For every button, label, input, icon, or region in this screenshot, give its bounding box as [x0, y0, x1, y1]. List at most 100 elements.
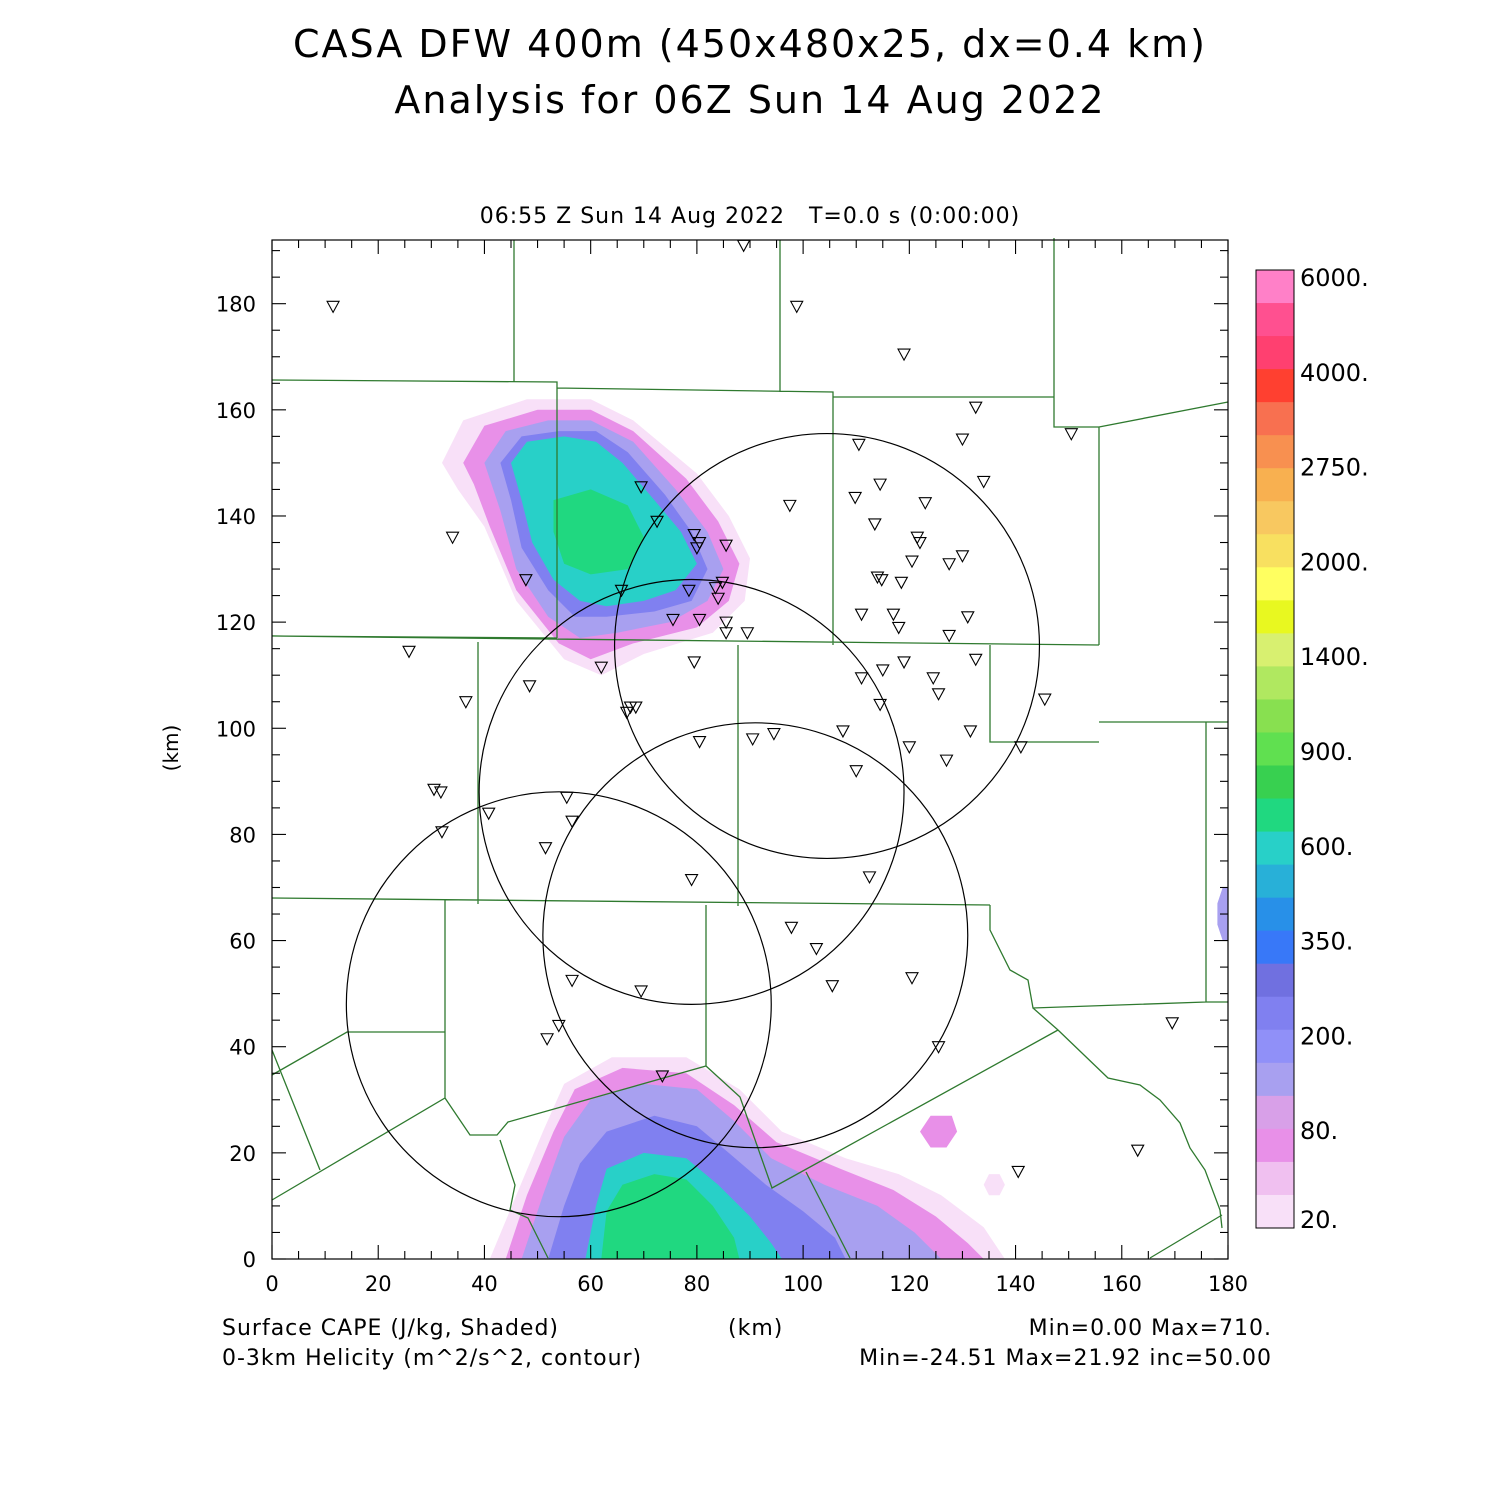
colorbar-swatch	[1256, 633, 1294, 667]
x-tick-label: 180	[1208, 1272, 1248, 1296]
station-marker-3	[897, 348, 911, 362]
colorbar-swatch	[1256, 336, 1294, 370]
station-marker-50	[854, 672, 869, 686]
y-tick-label: 40	[229, 1036, 256, 1060]
colorbar-swatch	[1256, 666, 1294, 700]
station-marker-29	[518, 574, 533, 587]
county-boundaries	[271, 238, 1229, 1259]
station-marker-4	[968, 401, 983, 415]
station-marker-2	[789, 300, 804, 314]
colorbar-swatch	[1256, 567, 1294, 601]
station-marker-91	[1011, 1165, 1026, 1179]
station-marker-85	[551, 1019, 566, 1033]
radar-ring-0	[613, 432, 1041, 860]
radar-range-rings	[345, 432, 1041, 1218]
station-marker-17	[913, 536, 927, 550]
colorbar-label: 200.	[1300, 1022, 1353, 1050]
colorbar-swatch	[1256, 435, 1294, 469]
station-marker-81	[565, 974, 580, 988]
valid-time-label: 06:55 Z Sun 14 Aug 2022 T=0.0 s (0:00:00…	[479, 204, 1021, 229]
cape-contour-5	[553, 489, 644, 575]
station-marker-87	[1165, 1017, 1180, 1030]
colorbar-swatch	[1256, 930, 1294, 965]
cape-shading	[442, 399, 1228, 1259]
station-marker-0	[326, 300, 341, 314]
station-marker-78	[862, 871, 877, 885]
cape-contour-12	[920, 1115, 958, 1148]
colorbar-label: 1400.	[1300, 643, 1369, 671]
field1-stats: Min=0.00 Max=710.	[1028, 1316, 1272, 1341]
station-marker-58	[619, 706, 634, 720]
station-marker-11	[782, 499, 797, 513]
station-marker-13	[918, 497, 933, 510]
colorbar-swatch	[1256, 732, 1294, 767]
station-marker-26	[870, 571, 885, 585]
station-marker-21	[719, 539, 734, 553]
station-markers	[326, 239, 1180, 1179]
station-marker-90	[1130, 1144, 1145, 1158]
colorbar-swatch	[1256, 402, 1294, 436]
station-marker-28	[894, 576, 909, 590]
station-marker-79	[784, 921, 799, 935]
colorbar-label: 80.	[1300, 1117, 1338, 1145]
x-tick-label: 100	[783, 1272, 823, 1296]
radar-ring-2	[542, 722, 969, 1149]
station-marker-24	[942, 558, 957, 571]
station-marker-10	[873, 478, 888, 492]
x-tick-label: 80	[684, 1272, 711, 1296]
station-marker-43	[740, 627, 755, 640]
station-marker-67	[1013, 741, 1028, 754]
y-tick-label: 80	[229, 823, 256, 847]
x-axis-label: (km)	[728, 1316, 784, 1341]
station-marker-55	[458, 696, 473, 709]
station-marker-77	[684, 873, 699, 887]
station-marker-84	[634, 985, 649, 999]
station-marker-53	[522, 680, 537, 693]
station-marker-12	[848, 491, 863, 505]
colorbar-swatch	[1256, 897, 1294, 932]
station-marker-34	[711, 592, 726, 606]
colorbar-swatch	[1256, 798, 1294, 833]
station-marker-23	[955, 550, 970, 563]
cape-contour-13	[983, 1174, 1005, 1196]
field2-stats: Min=-24.51 Max=21.92 inc=50.00	[859, 1346, 1272, 1371]
colorbar-frame	[1255, 269, 1295, 1229]
station-marker-49	[875, 664, 890, 678]
x-tick-label: 0	[265, 1272, 278, 1296]
station-marker-45	[402, 645, 416, 659]
colorbar-swatch	[1256, 369, 1294, 403]
station-marker-6	[851, 438, 866, 452]
station-marker-73	[481, 807, 496, 821]
y-tick-labels: 0 20 40 60 80 100 120 140 160 180	[216, 293, 256, 1272]
station-marker-20	[689, 542, 704, 555]
colorbar-swatch	[1256, 270, 1294, 304]
station-marker-62	[963, 725, 978, 739]
station-marker-40	[719, 616, 734, 630]
station-marker-30	[614, 584, 629, 598]
colorbar	[1255, 269, 1295, 1229]
colorbar-swatch	[1256, 468, 1294, 502]
colorbar-swatch	[1256, 534, 1294, 568]
y-tick-label: 160	[216, 399, 256, 423]
station-marker-69	[849, 765, 864, 778]
station-marker-35	[854, 608, 869, 622]
radar-ring-3	[345, 791, 772, 1218]
colorbar-swatch	[1256, 699, 1294, 733]
colorbar-swatch	[1256, 1194, 1294, 1229]
x-tick-label: 160	[1102, 1272, 1142, 1296]
y-axis-label: (km)	[159, 725, 183, 772]
colorbar-label: 350.	[1300, 928, 1353, 956]
station-marker-68	[939, 754, 954, 768]
station-marker-80	[809, 942, 824, 956]
y-tick-label: 0	[243, 1248, 256, 1272]
x-tick-label: 120	[889, 1272, 929, 1296]
radar-ring-1	[478, 578, 905, 1006]
station-marker-37	[960, 611, 975, 624]
colorbar-swatch	[1256, 831, 1294, 866]
colorbar-label: 2750.	[1300, 454, 1369, 482]
colorbar-label: 2000.	[1300, 548, 1369, 576]
station-marker-18	[687, 529, 702, 542]
colorbar-swatch	[1256, 1095, 1294, 1130]
colorbar-label: 20.	[1300, 1206, 1338, 1234]
